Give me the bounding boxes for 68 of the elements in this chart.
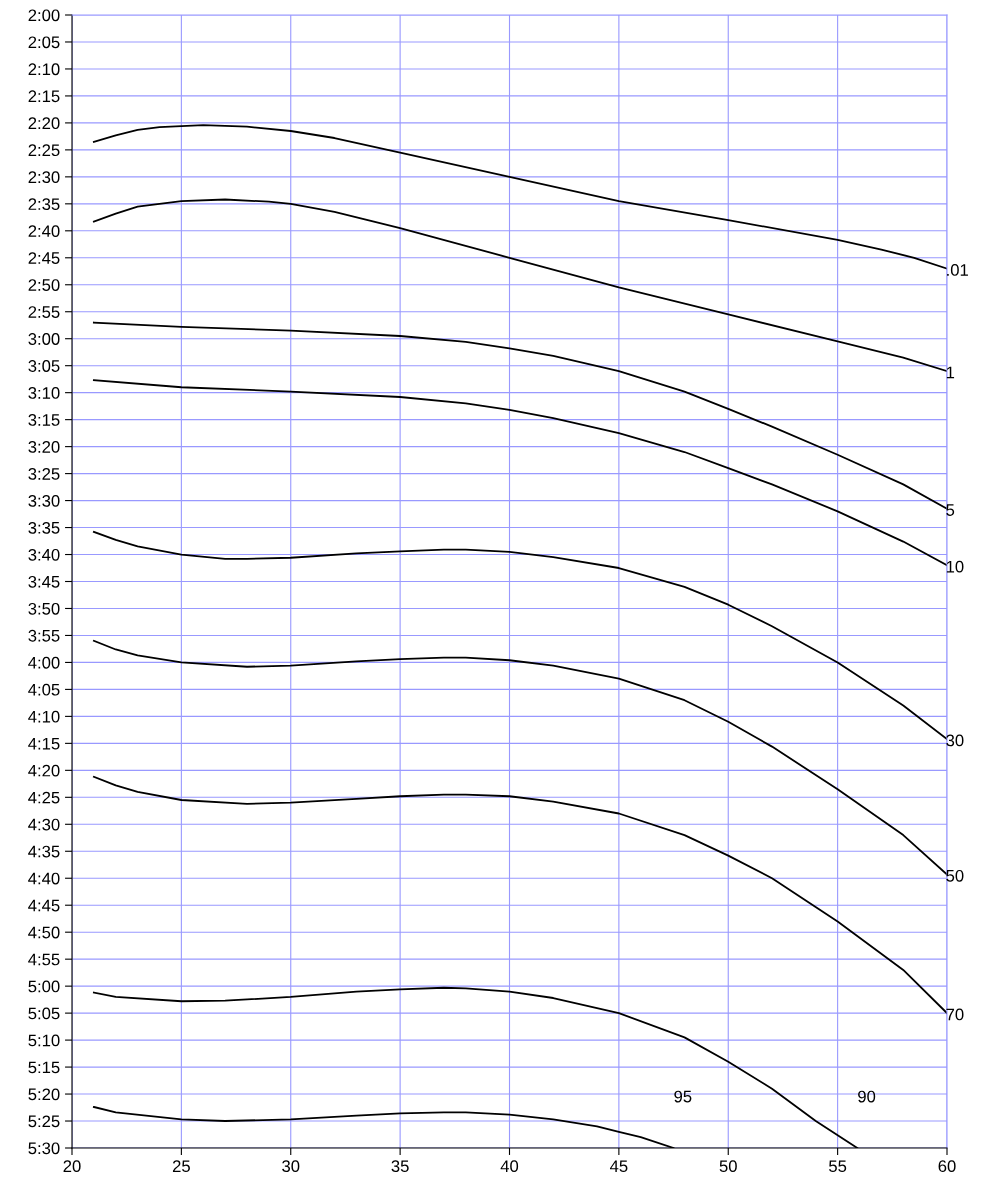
line-series [92, 198, 947, 372]
y-tick-label: 3:50 [28, 602, 60, 615]
y-tick-label: 5:20 [28, 1088, 60, 1101]
y-tick-label: 3:00 [28, 333, 60, 345]
y-tick-label: 5:15 [28, 1061, 60, 1074]
y-tick-label: 3:55 [28, 629, 60, 642]
y-tick-label: 5:05 [28, 1007, 60, 1020]
x-tick-label: 50 [719, 1160, 737, 1173]
y-tick-label: 2:30 [28, 171, 60, 184]
x-tick-label: 60 [938, 1160, 956, 1173]
y-tick-label: 4:50 [28, 926, 60, 939]
line-series [92, 530, 947, 740]
y-tick-label: 3:35 [28, 521, 60, 534]
y-tick-label: 2:15 [28, 90, 60, 103]
y-tick-label: 4:15 [28, 737, 60, 750]
y-tick-label: 2:50 [28, 279, 60, 291]
line-series [92, 775, 947, 1015]
y-tick-label: 3:15 [28, 414, 60, 426]
series-label: 1 [946, 366, 955, 379]
line-series [92, 124, 947, 270]
series-label: 10 [946, 560, 964, 573]
y-tick-label: 5:10 [28, 1034, 60, 1047]
x-tick-label: 20 [63, 1160, 81, 1173]
y-tick-label: 4:10 [28, 710, 60, 723]
y-tick-label: 4:25 [28, 791, 60, 804]
y-tick-label: 5:00 [28, 980, 60, 993]
y-tick-label: 4:00 [28, 656, 60, 669]
y-tick-label: 3:10 [28, 387, 60, 399]
y-tick-label: 2:20 [28, 117, 60, 130]
series-label: 70 [946, 1008, 964, 1021]
y-tick-label: 2:00 [28, 9, 60, 22]
x-tick-label: 25 [172, 1160, 190, 1173]
line-series [92, 379, 947, 567]
y-tick-label: 2:55 [28, 306, 60, 318]
y-tick-label: 5:30 [28, 1142, 60, 1155]
y-tick-label: 3:25 [28, 468, 60, 480]
y-tick-label: 3:40 [28, 548, 60, 561]
x-tick-label: 35 [391, 1160, 409, 1173]
y-tick-label: 4:40 [28, 872, 60, 885]
y-tick-label: 3:30 [28, 494, 60, 507]
line-series [92, 321, 947, 510]
y-tick-label: 2:35 [28, 198, 60, 211]
y-tick-label: 3:45 [28, 575, 60, 588]
y-tick-label: 4:35 [28, 845, 60, 858]
text: 95 [674, 1090, 692, 1103]
y-tick-label: 2:45 [28, 252, 60, 264]
y-tick-label: 2:25 [28, 144, 60, 157]
y-tick-label: 3:05 [28, 360, 60, 372]
y-tick-label: 3:20 [28, 441, 60, 453]
y-tick-label: 2:40 [28, 225, 60, 238]
series-label: 50 [946, 869, 964, 882]
series-label: .01 [947, 264, 968, 276]
series-label: 30 [946, 734, 964, 747]
line-series [92, 639, 947, 876]
y-tick-label: 4:30 [28, 818, 60, 831]
y-tick-label: 4:05 [28, 683, 60, 696]
x-tick-label: 45 [609, 1160, 628, 1173]
y-tick-label: 2:05 [28, 36, 60, 49]
x-tick-label: 40 [500, 1160, 519, 1173]
series-label: 5 [946, 504, 955, 516]
x-tick-label: 30 [282, 1160, 300, 1173]
y-tick-label: 4:45 [28, 899, 60, 912]
y-tick-label: 4:55 [28, 953, 60, 966]
x-tick-label: 55 [829, 1160, 847, 1173]
y-tick-label: 2:10 [28, 63, 60, 76]
text: 90 [858, 1090, 876, 1103]
y-tick-label: 5:25 [28, 1115, 60, 1128]
y-tick-label: 4:20 [28, 764, 60, 777]
